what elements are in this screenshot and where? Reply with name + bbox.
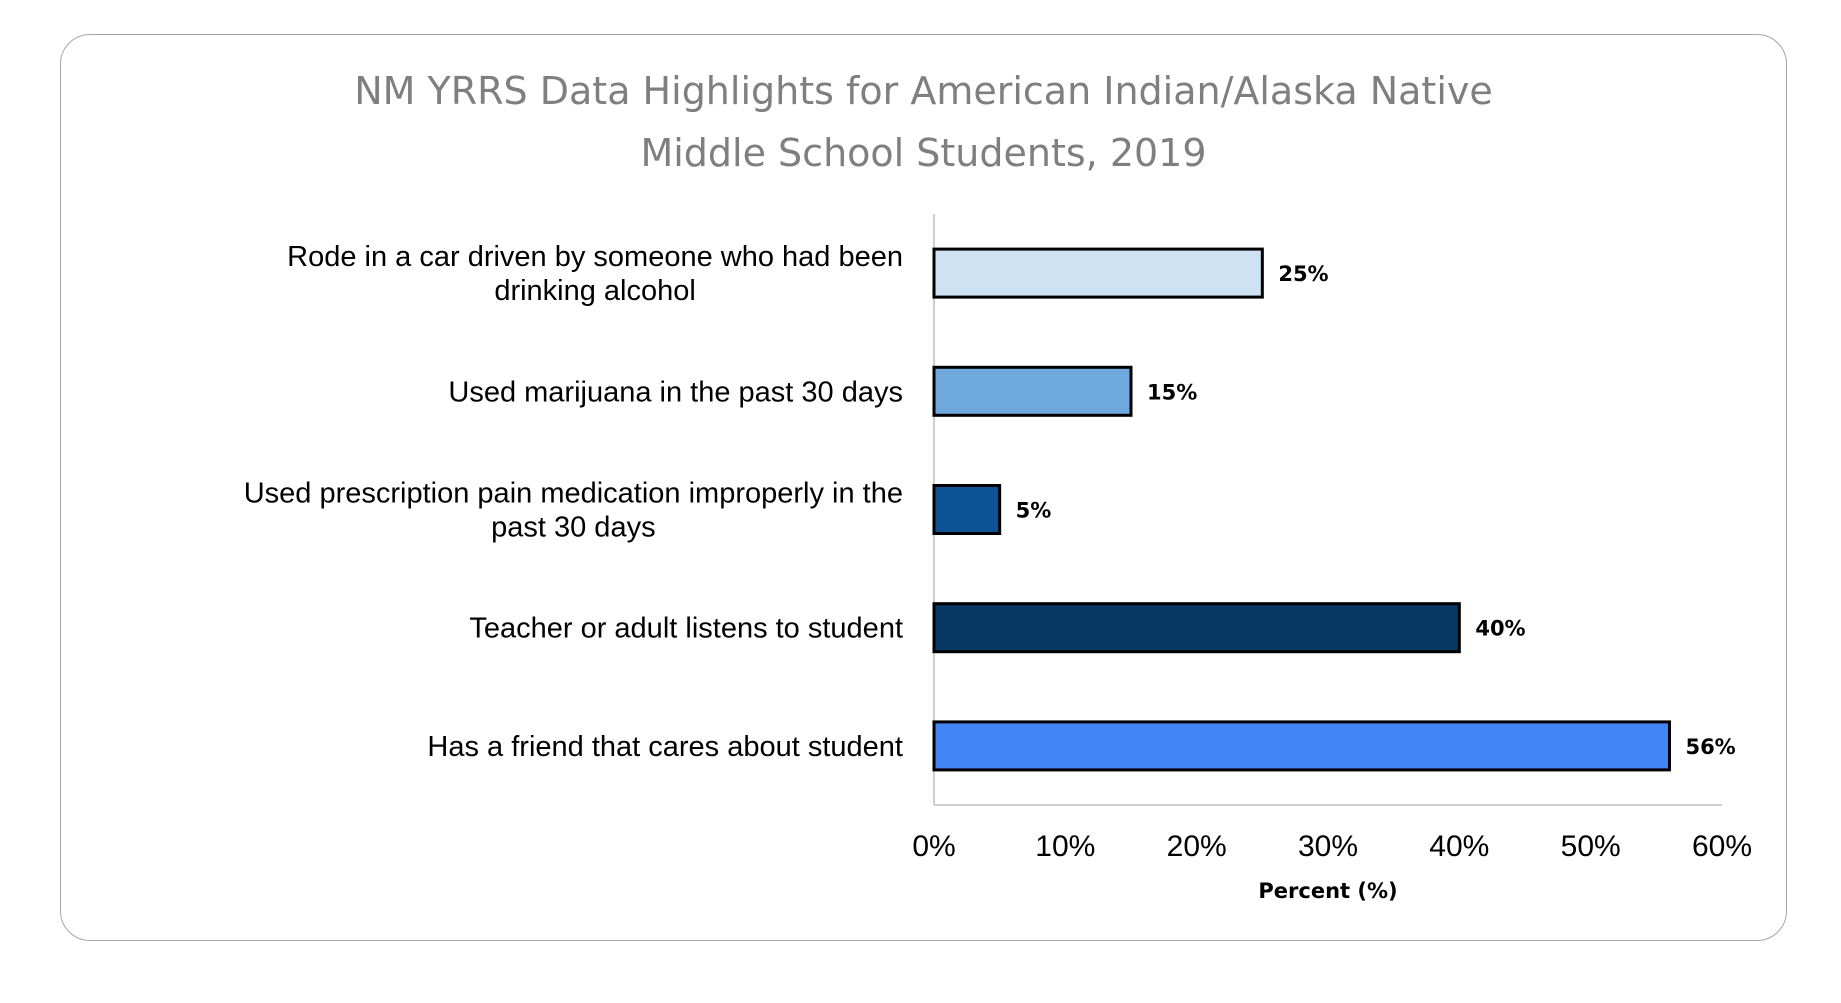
data-label-3: 5%: [1016, 499, 1052, 523]
category-label-5: Has a friend that cares about student: [427, 731, 903, 763]
category-label-4: Teacher or adult listens to student: [469, 613, 903, 645]
data-label-2: 15%: [1147, 380, 1197, 404]
chart-frame: [60, 34, 1787, 941]
bar-3: [932, 484, 1002, 535]
category-label-line: drinking alcohol: [494, 275, 696, 307]
chart-title-line-2: Middle School Students, 2019: [640, 131, 1207, 175]
x-tick-label: 30%: [1298, 830, 1358, 863]
x-tick-label: 50%: [1561, 830, 1621, 863]
x-tick-label: 40%: [1429, 830, 1489, 863]
category-label-line: Teacher or adult listens to student: [469, 613, 903, 645]
bar-5: [932, 720, 1671, 772]
x-axis-title: Percent (%): [1258, 879, 1397, 903]
bar-2: [932, 365, 1133, 417]
category-label-line: Has a friend that cares about student: [427, 731, 903, 763]
chart-title: NM YRRS Data Highlights for American Ind…: [60, 60, 1787, 184]
data-label-5: 56%: [1685, 735, 1735, 759]
category-label-line: past 30 days: [491, 512, 655, 544]
bar-1: [932, 247, 1264, 299]
x-tick-label: 10%: [1035, 830, 1095, 863]
category-label-line: Used marijuana in the past 30 days: [448, 376, 903, 408]
data-label-4: 40%: [1475, 617, 1525, 641]
bar-4: [932, 602, 1461, 654]
chart-title-line-1: NM YRRS Data Highlights for American Ind…: [354, 69, 1493, 113]
x-tick-label: 60%: [1692, 830, 1752, 863]
x-tick-label: 0%: [912, 830, 955, 863]
data-label-1: 25%: [1278, 262, 1328, 286]
category-label-2: Used marijuana in the past 30 days: [448, 376, 903, 408]
category-label-1: Rode in a car driven by someone who had …: [287, 241, 903, 307]
category-label-line: Used prescription pain medication improp…: [244, 478, 903, 510]
category-label-3: Used prescription pain medication improp…: [244, 478, 903, 544]
x-tick-label: 20%: [1167, 830, 1227, 863]
category-label-line: Rode in a car driven by someone who had …: [287, 241, 903, 273]
